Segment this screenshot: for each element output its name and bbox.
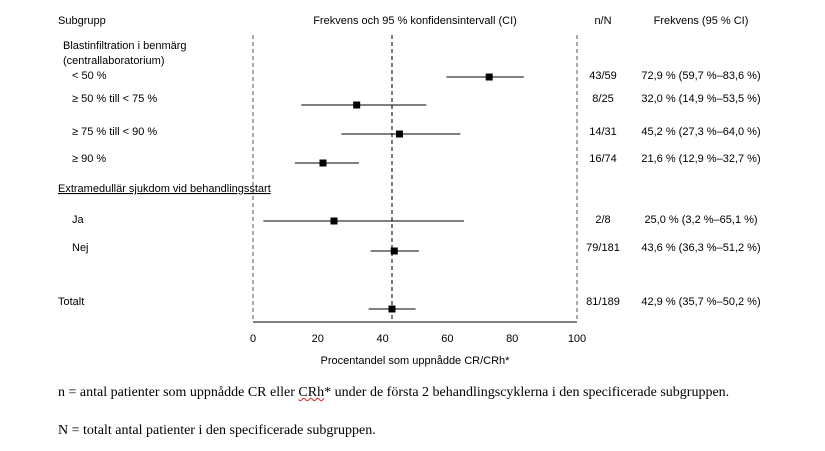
footnote-n-a: n = antal patienter som uppnådde CR elle… — [58, 385, 299, 400]
row-freq: 42,9 % (35,7 %–50,2 %) — [641, 296, 760, 308]
forest-plot: Subgrupp Frekvens och 95 % konfidensinte… — [58, 15, 761, 367]
freq-header: Frekvens (95 % CI) — [654, 15, 749, 27]
footnote-n: n = antal patienter som uppnådde CR elle… — [58, 384, 778, 401]
row-freq: 25,0 % (3,2 %–65,1 %) — [644, 214, 757, 226]
row-freq: 43,6 % (36,3 %–51,2 %) — [641, 242, 760, 254]
point-estimate — [485, 73, 493, 81]
group-label-blast-1: Blastinfiltration i benmärg — [63, 40, 187, 52]
nN-header: n/N — [594, 15, 611, 27]
subgroup-header: Subgrupp — [58, 15, 106, 27]
group-label-blast-2: (centrallaboratorium) — [63, 55, 164, 67]
row-nN: 81/189 — [586, 296, 620, 308]
row-nN: 8/25 — [592, 93, 613, 105]
row-freq: 21,6 % (12,9 %–32,7 %) — [641, 153, 760, 165]
row-label: Ja — [72, 214, 85, 226]
x-axis-label: Procentandel som uppnådde CR/CRh* — [321, 355, 511, 367]
point-estimate — [390, 247, 398, 255]
footnote-n-b: * under de första 2 behandlingscyklerna … — [324, 385, 730, 400]
point-estimate — [388, 305, 396, 313]
row-nN: 16/74 — [589, 153, 617, 165]
row-label: ≥ 75 % till < 90 % — [72, 126, 157, 138]
footnote-n-crh: CRh — [298, 385, 325, 400]
x-tick-label: 40 — [376, 333, 388, 345]
x-tick-label: 80 — [506, 333, 518, 345]
point-estimate — [395, 130, 403, 138]
point-estimate — [330, 217, 338, 225]
x-tick-label: 0 — [250, 333, 256, 345]
point-estimate — [353, 101, 361, 109]
row-label: ≥ 90 % — [72, 153, 106, 165]
row-nN: 79/181 — [586, 242, 620, 254]
row-label: Nej — [72, 242, 89, 254]
row-nN: 43/59 — [589, 70, 617, 82]
row-label: ≥ 50 % till < 75 % — [72, 93, 157, 105]
group-label-extramed: Extramedullär sjukdom vid behandlingssta… — [58, 183, 271, 195]
x-tick-label: 100 — [568, 333, 586, 345]
x-tick-label: 60 — [441, 333, 453, 345]
point-estimate — [319, 159, 327, 167]
row-nN: 14/31 — [589, 126, 617, 138]
row-nN: 2/8 — [595, 214, 610, 226]
x-tick-label: 20 — [312, 333, 324, 345]
row-label: Totalt — [58, 296, 84, 308]
row-label: < 50 % — [72, 70, 107, 82]
row-freq: 32,0 % (14,9 %–53,5 %) — [641, 93, 760, 105]
row-freq: 45,2 % (27,3 %–64,0 %) — [641, 126, 760, 138]
chart-title: Frekvens och 95 % konfidensintervall (CI… — [313, 15, 517, 27]
footnote-N: N = totalt antal patienter i den specifi… — [58, 423, 376, 438]
row-freq: 72,9 % (59,7 %–83,6 %) — [641, 70, 760, 82]
